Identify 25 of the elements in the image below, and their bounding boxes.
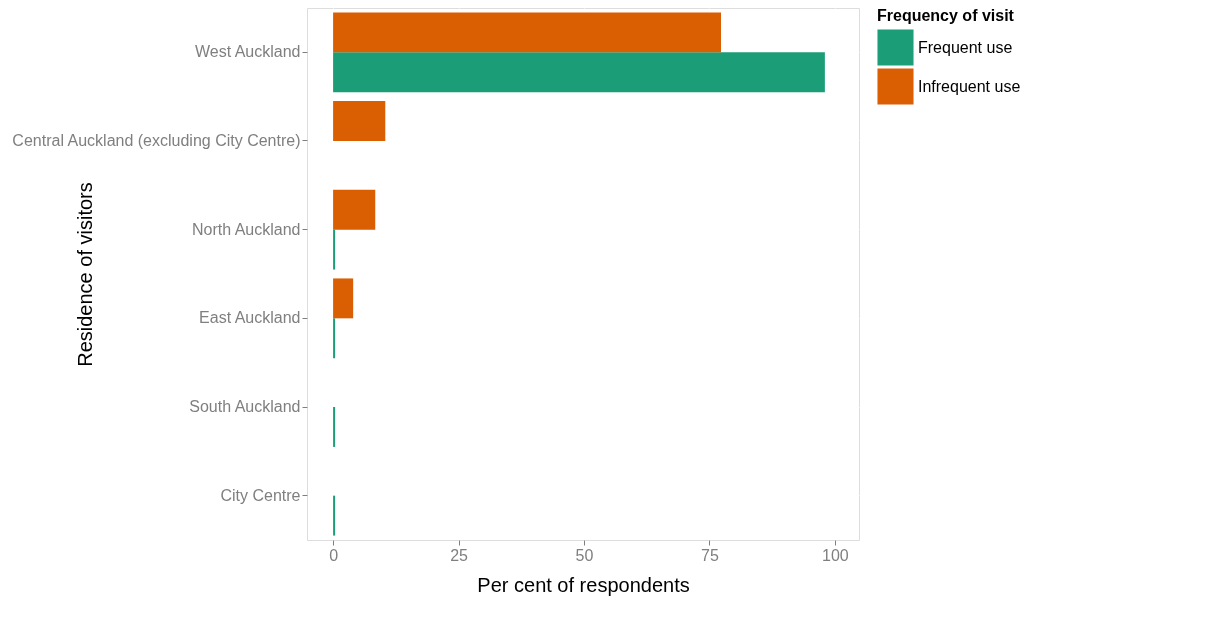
bar [333, 52, 825, 93]
bar [333, 12, 721, 53]
x-tick-label: 100 [822, 546, 849, 564]
x-tick-label: 75 [701, 546, 719, 564]
legend-label: Infrequent use [918, 77, 1021, 95]
bar [333, 101, 386, 141]
legend-title: Frequency of visit [877, 7, 1015, 24]
x-tick-label: 0 [329, 546, 339, 564]
bar [333, 278, 354, 319]
y-tick-label: North Auckland [191, 220, 301, 238]
bar [333, 229, 336, 270]
y-tick-label: East Auckland [199, 309, 301, 327]
y-tick-label: Central Auckland (excluding City Centre) [12, 132, 301, 149]
x-axis-title: Per cent of respondents [477, 573, 690, 596]
y-tick-label: West Auckland [194, 43, 301, 61]
bar [333, 189, 376, 230]
bar [333, 495, 336, 536]
x-tick-label: 50 [575, 546, 594, 564]
legend-label: Frequent use [918, 38, 1013, 56]
bar [333, 318, 336, 359]
bar [333, 407, 336, 447]
y-axis-title: Residence of visitors [73, 182, 96, 367]
y-tick-label: South Auckland [189, 398, 301, 415]
x-tick-label: 25 [450, 546, 469, 564]
y-tick-label: City Centre [220, 486, 301, 504]
